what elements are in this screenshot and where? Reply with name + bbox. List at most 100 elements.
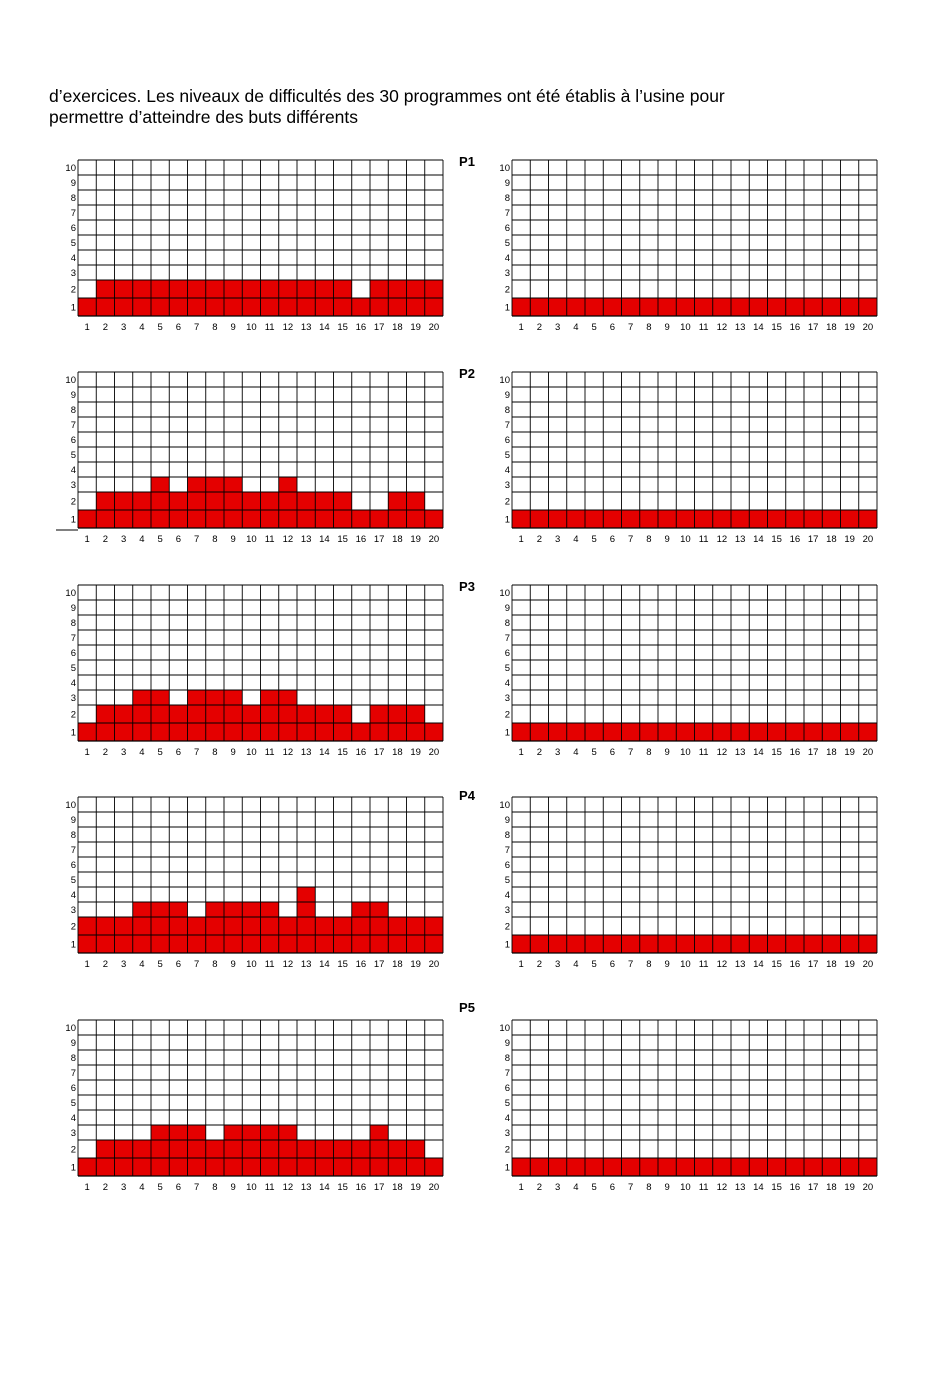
p4-left-ytick-8: 8 (71, 830, 76, 841)
p1-left-xtick-17: 17 (374, 322, 385, 333)
p5-left-ytick-4: 4 (71, 1113, 76, 1124)
p5-right-bar-18 (822, 1158, 841, 1176)
p5-right-bar-8 (639, 1158, 658, 1176)
p1-right-xtick-6: 6 (610, 322, 615, 333)
p2-right-xtick-17: 17 (808, 534, 819, 545)
p1-right-xtick-8: 8 (646, 322, 651, 333)
p3-left-xtick-7: 7 (194, 747, 199, 758)
p5-right-xtick-4: 4 (573, 1182, 578, 1193)
p4-right-xtick-3: 3 (555, 959, 560, 970)
p2-left-bar-1 (78, 510, 97, 528)
p2-right-ytick-2: 2 (505, 497, 510, 508)
p2-label: P2 (459, 366, 475, 381)
p4-right-xtick-13: 13 (735, 959, 746, 970)
p2-right-bar-16 (785, 510, 804, 528)
p2-left-xtick-4: 4 (139, 534, 144, 545)
p1-left-xtick-3: 3 (121, 322, 126, 333)
p5-left-bar-9 (224, 1125, 243, 1176)
p1-right-xtick-15: 15 (771, 322, 782, 333)
p3-right-xtick-9: 9 (664, 747, 669, 758)
p1-left-xtick-19: 19 (410, 322, 421, 333)
p2-right-ytick-4: 4 (505, 465, 510, 476)
p4-right-xtick-9: 9 (664, 959, 669, 970)
p4-left-xtick-9: 9 (230, 959, 235, 970)
p2-left-xtick-12: 12 (283, 534, 294, 545)
p1-left-ytick-8: 8 (71, 193, 76, 204)
p4-right-ytick-6: 6 (505, 860, 510, 871)
p3-right-bar-10 (676, 723, 695, 741)
p5-right-ytick-9: 9 (505, 1038, 510, 1049)
p1-left-xtick-8: 8 (212, 322, 217, 333)
p2-right-xtick-14: 14 (753, 534, 764, 545)
p1-left-xtick-4: 4 (139, 322, 144, 333)
p3-left-xtick-13: 13 (301, 747, 312, 758)
p4-right-bar-3 (548, 935, 567, 953)
p4-left-bar-4 (132, 902, 151, 953)
p4-right-xtick-4: 4 (573, 959, 578, 970)
p4-left-xtick-13: 13 (301, 959, 312, 970)
p4-right-xtick-11: 11 (699, 959, 709, 970)
p3-left-xtick-12: 12 (283, 747, 294, 758)
p5-right-xtick-15: 15 (771, 1182, 782, 1193)
p1-right-xtick-19: 19 (844, 322, 855, 333)
p1-right-xtick-7: 7 (628, 322, 633, 333)
p5-right-xtick-19: 19 (844, 1182, 855, 1193)
p3-label: P3 (459, 579, 475, 594)
p3-right-xtick-12: 12 (717, 747, 728, 758)
p3-left-xtick-8: 8 (212, 747, 217, 758)
p2-left-xtick-3: 3 (121, 534, 126, 545)
p3-left-ytick-5: 5 (71, 663, 76, 674)
p3-left-ytick-9: 9 (71, 603, 76, 614)
p4-right-xtick-20: 20 (863, 959, 874, 970)
p2-right-xtick-16: 16 (790, 534, 801, 545)
p3-right-bar-1 (512, 723, 531, 741)
p3-right-bar-11 (694, 723, 713, 741)
p3-left-ytick-1: 1 (71, 728, 76, 739)
p3-left-ytick-8: 8 (71, 618, 76, 629)
p5-left-bar-20 (424, 1158, 443, 1176)
p1-right-bar-6 (603, 298, 622, 316)
p2-left-xtick-16: 16 (356, 534, 367, 545)
p3-right-ytick-6: 6 (505, 648, 510, 659)
p4-left-bar-5 (151, 902, 170, 953)
p1-right-bar-14 (749, 298, 768, 316)
p5-left-xtick-6: 6 (176, 1182, 181, 1193)
p5-left-xtick-15: 15 (337, 1182, 348, 1193)
p3-left-bar-9 (224, 690, 243, 741)
p2-right-xtick-1: 1 (518, 534, 523, 545)
p1-right-bar-11 (694, 298, 713, 316)
p1-right-ytick-1: 1 (505, 303, 510, 314)
p5-right-xtick-8: 8 (646, 1182, 651, 1193)
p2-left-xtick-5: 5 (157, 534, 162, 545)
p3-left-ytick-10: 10 (65, 588, 76, 599)
p2-right-xtick-5: 5 (591, 534, 596, 545)
p5-left-xtick-3: 3 (121, 1182, 126, 1193)
p1-left-bar-16 (351, 298, 370, 316)
p1-left-xtick-12: 12 (283, 322, 294, 333)
p4-right-bar-16 (785, 935, 804, 953)
p2-left-xtick-20: 20 (429, 534, 440, 545)
p5-right-bar-6 (603, 1158, 622, 1176)
p5-left-xtick-11: 11 (265, 1182, 275, 1193)
intro-paragraph: d’exercices. Les niveaux de difficultés … (49, 86, 909, 128)
p5-right-xtick-18: 18 (826, 1182, 837, 1193)
p4-left-ytick-3: 3 (71, 905, 76, 916)
p3-right-ytick-1: 1 (505, 728, 510, 739)
p1-left-xtick-11: 11 (265, 322, 275, 333)
p3-right-ytick-10: 10 (499, 588, 510, 599)
p3-right-bar-5 (585, 723, 604, 741)
p2-left-xtick-11: 11 (265, 534, 275, 545)
p1-right-xtick-2: 2 (537, 322, 542, 333)
p3-right-bar-9 (658, 723, 677, 741)
p2-right-xtick-18: 18 (826, 534, 837, 545)
p3-right-bar-6 (603, 723, 622, 741)
p5-right-xtick-16: 16 (790, 1182, 801, 1193)
p1-right-bar-12 (712, 298, 731, 316)
p1-right-bar-3 (548, 298, 567, 316)
p5-left-bar-6 (169, 1125, 188, 1176)
p1-right-bar-20 (858, 298, 877, 316)
p1-right-xtick-9: 9 (664, 322, 669, 333)
p3-left-bar-11 (260, 690, 279, 741)
p5-right-bar-1 (512, 1158, 531, 1176)
p2-right-bar-14 (749, 510, 768, 528)
